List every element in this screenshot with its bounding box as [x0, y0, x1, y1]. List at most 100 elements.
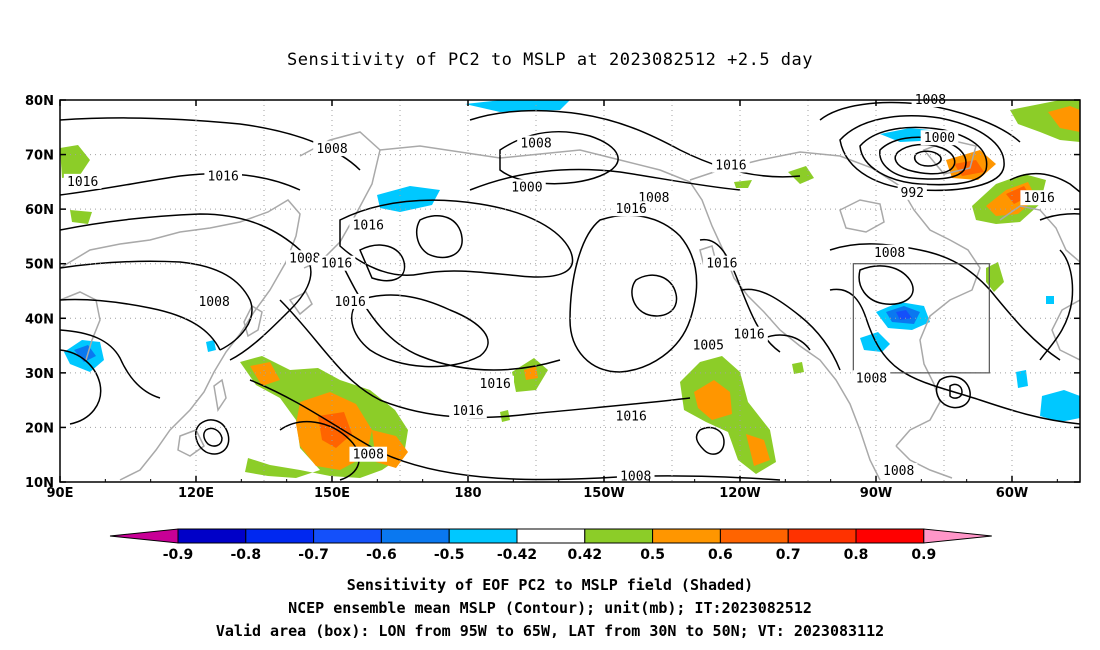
shade-patch-positive: [734, 180, 752, 188]
contour-label: 1016: [616, 202, 647, 217]
contour-label: 1016: [1024, 191, 1055, 206]
contour-label: 1008: [883, 464, 914, 479]
contour-label-bg: [449, 403, 487, 419]
contour-label: 1016: [715, 158, 746, 173]
contour-label: 1008: [198, 295, 229, 310]
lat-label: 30N: [25, 367, 54, 382]
contour-label-bg: [286, 250, 324, 266]
mslp-contours: [60, 101, 1080, 481]
colorbar-bin: [719, 528, 789, 544]
colorbar-bin: [516, 528, 586, 544]
shade-patch-positive: [746, 434, 770, 466]
contour-label: 1016: [208, 169, 239, 184]
colorbar-bin: [380, 528, 450, 544]
colorbar-label: -0.8: [230, 547, 261, 563]
contour-label: 1000: [511, 180, 542, 195]
shade-patch-negative: [74, 345, 96, 362]
contour-label-bg: [612, 201, 650, 217]
valid-area-box: [852, 263, 990, 374]
lat-label: 60N: [25, 203, 54, 218]
contour-label-bg: [331, 293, 369, 309]
contour-label-bg: [349, 217, 388, 233]
lon-label: 120E: [178, 486, 214, 501]
colorbar-bin: [584, 528, 654, 544]
shade-patch-negative: [1046, 296, 1054, 304]
contour-label: 1008: [289, 251, 320, 266]
lat-label: 40N: [25, 312, 54, 327]
shade-patch-negative: [465, 100, 570, 112]
contour-label: 1000: [924, 131, 955, 146]
coastlines: [60, 131, 1080, 481]
lat-label: 70N: [25, 149, 54, 164]
colorbar-bin: [855, 528, 925, 544]
shade-patch-positive: [986, 262, 1004, 292]
colorbar-label: 0.9: [911, 547, 936, 563]
plot-frame: [59, 99, 1081, 483]
contour-label: 1008: [520, 137, 551, 152]
shade-patch-negative: [1016, 370, 1028, 388]
contour-label: 1016: [452, 404, 483, 419]
colorbar-label: -0.9: [163, 547, 194, 563]
colorbar-bin: [245, 528, 315, 544]
contour-label-bg: [204, 168, 242, 184]
shade-patch-positive: [694, 380, 732, 420]
contour-label-bg: [689, 337, 728, 353]
contour-label-bg: [317, 255, 356, 271]
contour-label: 1016: [67, 175, 98, 190]
colorbar-label: 0.8: [844, 547, 869, 563]
lon-label: 120W: [719, 486, 760, 501]
lat-label: 50N: [25, 258, 54, 273]
colorbar-label: 0.7: [776, 547, 801, 563]
colorbar-label: 0.6: [708, 547, 733, 563]
contour-label: 1016: [480, 377, 511, 392]
shade-patch-positive: [70, 210, 92, 224]
shade-patch-negative: [206, 340, 216, 352]
lat-label: 80N: [25, 94, 54, 109]
shade-patch-positive: [792, 362, 804, 374]
colorbar-label: -0.42: [497, 547, 537, 563]
lon-label: 60W: [996, 486, 1028, 501]
contour-label-bg: [897, 184, 927, 200]
contour-label-bg: [195, 293, 233, 309]
shade-patch-positive: [788, 166, 814, 184]
colorbar-bin: [787, 528, 857, 544]
contour-label-bg: [879, 463, 918, 479]
graticule: [60, 100, 1080, 482]
colorbar-bin: [652, 528, 721, 544]
contour-label: 1008: [316, 142, 347, 157]
shade-patch-positive: [318, 412, 352, 448]
contour-label-bg: [616, 468, 655, 484]
contour-label-bg: [1020, 190, 1058, 206]
contour-label-bg: [349, 446, 388, 462]
lon-label: 90W: [860, 486, 892, 501]
shade-patch-positive: [1048, 106, 1080, 132]
contour-label-bg: [517, 135, 555, 151]
contour-label-bg: [920, 130, 959, 146]
contour-label: 1005: [693, 339, 724, 354]
shade-patch-positive: [60, 145, 90, 178]
colorbar-label: -0.5: [434, 547, 465, 563]
contour-label: 1008: [353, 448, 384, 463]
contour-label: 1008: [620, 470, 651, 485]
contour-label: 1016: [733, 328, 764, 343]
contour-label: 1016: [334, 295, 365, 310]
contour-label-bg: [476, 375, 514, 391]
contour-label-bg: [712, 157, 750, 173]
contour-label: 1016: [706, 257, 737, 272]
colorbar-end-low: [109, 528, 179, 544]
contour-label-bg: [313, 141, 351, 157]
contour-label: 1008: [874, 246, 905, 261]
shade-patch-negative: [896, 310, 912, 320]
caption-line-3: Valid area (box): LON from 95W to 65W, L…: [215, 622, 885, 640]
shade-patch-negative: [377, 186, 440, 212]
colorbar: -0.9 -0.8 -0.7 -0.6 -0.5 -0.42 0.42 0.5 0.6 0.7 0.…: [109, 528, 992, 563]
caption-line-2: NCEP ensemble mean MSLP (Contour); unit(…: [288, 599, 812, 617]
colorbar-bin: [177, 528, 247, 544]
lat-label: 10N: [25, 476, 54, 491]
contour-label: 1016: [321, 257, 352, 272]
colorbar-bin: [448, 528, 518, 544]
contour-label: 992: [901, 186, 924, 201]
